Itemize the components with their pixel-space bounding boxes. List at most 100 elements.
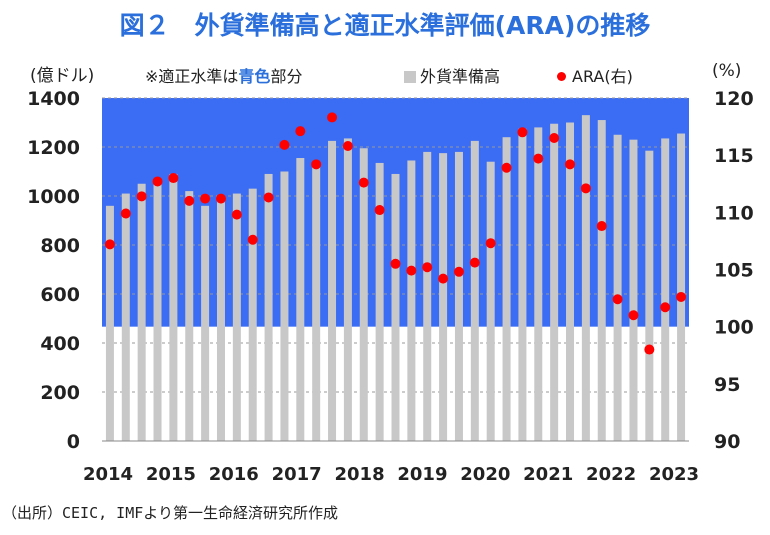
bar	[248, 188, 257, 441]
ara-point	[311, 159, 322, 170]
ara-point	[517, 127, 528, 138]
ara-point	[247, 234, 258, 245]
bar	[375, 162, 384, 442]
right-tick-label: 100	[714, 317, 754, 339]
x-tick-label: 2017	[272, 464, 322, 485]
ara-point	[120, 208, 131, 219]
adequacy-note: ※適正水準は青色部分	[145, 63, 302, 87]
bar	[597, 120, 606, 442]
chart-title: 図２ 外貨準備高と適正水準評価(ARA)の推移	[119, 11, 651, 40]
ara-point	[469, 257, 480, 268]
bar	[645, 150, 654, 442]
bar	[328, 140, 337, 441]
ara-point	[358, 177, 369, 188]
legend-bar-label: 外貨準備高	[420, 67, 501, 86]
ara-point	[263, 192, 274, 203]
ara-point	[438, 273, 449, 284]
right-tick-label: 120	[714, 88, 754, 110]
bar	[137, 183, 146, 441]
bar	[296, 158, 305, 441]
ara-point	[565, 159, 576, 170]
x-tick-label: 2014	[83, 464, 133, 485]
ara-point	[628, 310, 639, 321]
ara-point	[422, 262, 433, 273]
left-tick-label: 400	[40, 333, 80, 355]
left-tick-label: 600	[40, 284, 80, 306]
bar	[359, 148, 368, 441]
bar	[518, 128, 527, 441]
bar	[105, 205, 114, 441]
bar	[343, 138, 352, 442]
right-tick-label: 90	[714, 431, 740, 453]
left-axis-unit: (億ドル)	[30, 66, 95, 86]
bar	[661, 138, 670, 442]
adequacy-note-prefix: ※適正水準は	[145, 67, 239, 86]
x-tick-label: 2018	[335, 464, 385, 485]
ara-point	[676, 291, 687, 302]
bar	[407, 160, 416, 441]
ara-point	[168, 173, 179, 184]
left-tick-label: 1200	[27, 137, 80, 159]
bar	[280, 171, 289, 441]
right-axis-unit: (%)	[712, 61, 742, 81]
ara-point	[406, 265, 417, 276]
bar	[423, 151, 432, 441]
bar	[439, 153, 448, 441]
bar	[264, 173, 273, 441]
x-tick-label: 2023	[649, 464, 699, 485]
ara-point	[184, 195, 195, 206]
ara-point	[295, 126, 306, 137]
adequacy-note-suffix: 部分	[270, 67, 303, 86]
ara-point	[231, 209, 242, 220]
right-tick-label: 105	[714, 260, 754, 282]
bar	[201, 205, 210, 441]
bar	[121, 193, 130, 441]
ara-point	[660, 302, 671, 313]
left-tick-label: 200	[40, 382, 80, 404]
ara-point	[215, 193, 226, 204]
left-tick-label: 800	[40, 235, 80, 257]
x-tick-label: 2015	[146, 464, 196, 485]
bar	[486, 161, 495, 441]
ara-point	[612, 294, 623, 305]
ara-point	[596, 221, 607, 232]
bar	[581, 115, 590, 442]
ara-point	[390, 258, 401, 269]
bar	[534, 127, 543, 442]
bar	[216, 196, 225, 441]
x-tick-label: 2016	[209, 464, 259, 485]
x-tick-label: 2019	[397, 464, 447, 485]
bar	[613, 134, 622, 441]
bar	[185, 191, 194, 441]
x-tick-label: 2020	[460, 464, 510, 485]
ara-point	[644, 344, 655, 355]
source-note: （出所）CEIC, IMFより第一生命経済研究所作成	[2, 504, 338, 522]
right-tick-label: 95	[714, 374, 740, 396]
left-tick-label: 1000	[27, 186, 80, 208]
bar	[232, 193, 241, 441]
ara-point	[104, 239, 115, 250]
ara-point	[580, 183, 591, 194]
ara-point	[374, 205, 385, 216]
legend-dot-label: ARA(右)	[572, 67, 633, 86]
legend-dot-entry: ARA(右)	[557, 63, 633, 87]
legend-dot-swatch	[557, 72, 566, 81]
right-tick-label: 115	[714, 145, 754, 167]
bar	[454, 151, 463, 441]
bar	[391, 173, 400, 441]
ara-point	[152, 176, 163, 187]
ara-point	[200, 193, 211, 204]
legend-bar-swatch	[404, 71, 416, 83]
bar	[470, 140, 479, 441]
ara-point	[501, 162, 512, 173]
bar	[677, 133, 686, 441]
right-tick-label: 110	[714, 202, 754, 224]
ara-point	[342, 141, 353, 152]
legend-bar-entry: 外貨準備高	[404, 63, 500, 87]
ara-point	[136, 191, 147, 202]
ara-point	[327, 112, 338, 123]
adequacy-note-highlight: 青色	[238, 67, 271, 86]
bar	[312, 161, 321, 441]
bar	[153, 180, 162, 441]
ara-point	[279, 139, 290, 150]
